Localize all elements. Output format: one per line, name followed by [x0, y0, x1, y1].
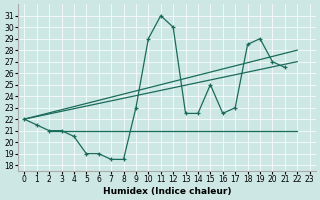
- X-axis label: Humidex (Indice chaleur): Humidex (Indice chaleur): [103, 187, 231, 196]
